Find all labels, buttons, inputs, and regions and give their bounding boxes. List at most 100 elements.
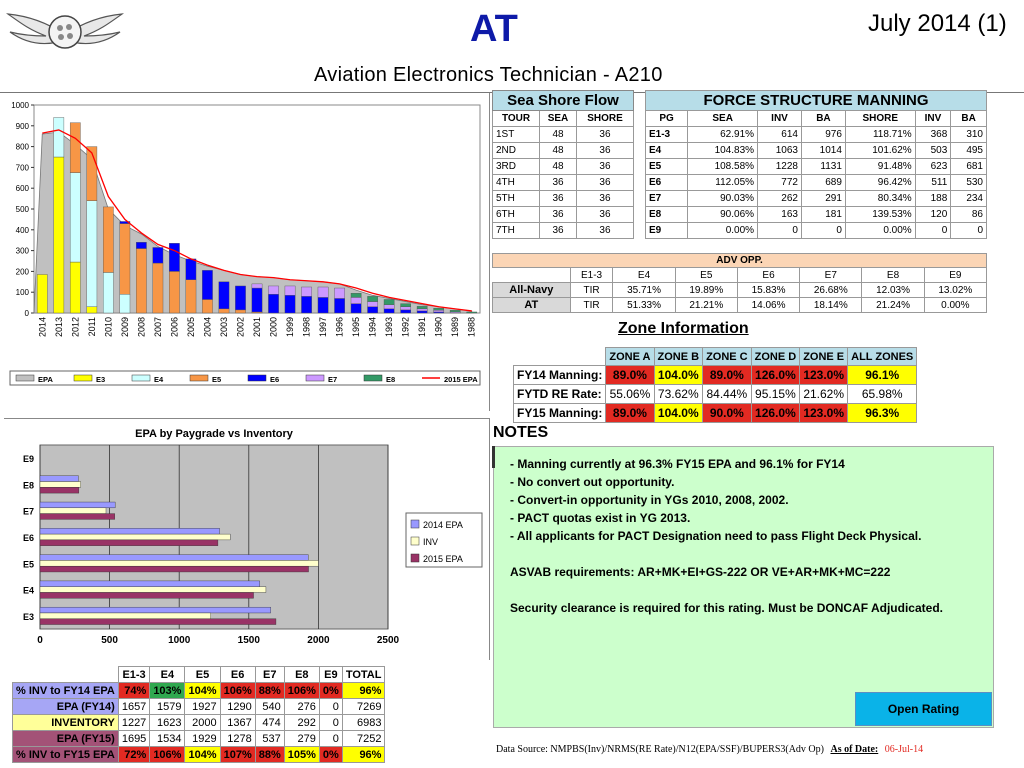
summary-cell: 279 — [283, 730, 320, 747]
force-header: BA — [800, 110, 846, 127]
force-cell: 689 — [800, 174, 846, 191]
adv-cell: 14.06% — [736, 297, 801, 313]
x-tick-label: 1992 — [401, 317, 411, 337]
bar-e7 — [400, 306, 411, 311]
zone-row-label: FY15 Manning: — [512, 403, 607, 423]
zone-row: FY15 Manning: 89.0% 104.0% 90.0% 126.0% 123.0… — [512, 403, 918, 423]
summary-cell: 0% — [318, 682, 343, 699]
force-cell: 772 — [757, 174, 802, 191]
bar-e6 — [251, 287, 263, 313]
y-tick-label: E9 — [23, 454, 34, 464]
x-tick-label: 2007 — [153, 317, 163, 337]
zone-cell: 104.0% — [653, 365, 704, 385]
x-tick-label: 2009 — [120, 317, 130, 337]
sea-shore-cell: 36 — [575, 142, 635, 159]
force-cell: 0 — [757, 222, 802, 239]
zone-row: FYTD RE Rate: 55.06% 73.62% 84.44% 95.15% 21.… — [512, 384, 918, 404]
bar-e6 — [268, 294, 279, 314]
zone-cell: 126.0% — [750, 403, 801, 423]
legend-swatch — [410, 553, 420, 563]
force-cell: 0.00% — [844, 222, 916, 239]
zone-header: ZONE B — [653, 347, 704, 366]
adv-header: E1-3 — [569, 267, 614, 283]
adv-cell: 12.03% — [861, 282, 925, 298]
sea-shore-cell: 36 — [575, 126, 635, 143]
bar-e5 — [103, 206, 114, 273]
bar-e7 — [268, 285, 279, 295]
bar-e6 — [400, 309, 411, 314]
force-cell: 0 — [914, 222, 952, 239]
bar-e5 — [169, 271, 180, 314]
summary-cell: 1927 — [184, 698, 221, 715]
force-header: SEA — [687, 110, 759, 127]
legend-swatch — [247, 374, 267, 382]
x-tick-label: 1996 — [335, 317, 345, 337]
bar-e6 — [301, 296, 312, 314]
bar-e6 — [235, 285, 246, 311]
open-rating-button[interactable]: Open Rating — [855, 692, 992, 726]
bar-e8 — [400, 303, 411, 307]
force-cell: 503 — [914, 142, 952, 159]
bar-e5 — [218, 308, 230, 314]
rating-subtitle: Aviation Electronics Technician - A210 — [314, 64, 663, 86]
bar-e4 — [86, 200, 98, 307]
legend-label: 2014 EPA — [423, 520, 463, 530]
adv-cell: 18.14% — [799, 297, 863, 313]
bar-e6 — [169, 243, 180, 272]
year-group-bar-chart: 0 100 200 300 400 500 600 700 800 900 1000 2014 2013… — [9, 101, 481, 386]
bar-e6 — [317, 297, 329, 314]
force-structure-table: FORCE STRUCTURE MANNING PG SEA INV BA SHORE I… — [644, 90, 987, 239]
force-header: BA — [950, 110, 987, 127]
report-date: July 2014 (1) — [868, 10, 1007, 37]
summary-cell: 88% — [254, 746, 285, 763]
zone-header: ZONE C — [702, 347, 752, 366]
bar-2014-epa — [39, 580, 260, 587]
adv-cell: TIR — [569, 282, 614, 298]
bar-e6 — [152, 247, 164, 264]
zone-cell: 104.0% — [653, 403, 704, 423]
force-cell: 1228 — [757, 158, 802, 175]
bar-e7 — [350, 297, 362, 304]
legend-swatch — [305, 374, 325, 382]
summary-cell: 0 — [318, 698, 343, 715]
data-source-line: Data Source: NMPBS(Inv)/NRMS(RE Rate)/N1… — [496, 744, 923, 755]
bar-e5 — [202, 299, 213, 314]
sea-shore-cell: 48 — [539, 142, 577, 159]
sea-shore-cell: 36 — [539, 190, 577, 207]
x-tick-label: 2003 — [219, 317, 229, 337]
legend-swatch — [15, 374, 35, 382]
force-row: E1-3 62.91% 614 976 118.71% 368 310 — [644, 126, 987, 143]
chart-legend: EPA E3 E4 E5 E6 E7 E8 2015 EPA — [9, 370, 481, 386]
force-cell: 108.58% — [687, 158, 759, 175]
zone-information-table: ZONE A ZONE B ZONE C ZONE D ZONE E ALL ZONES … — [512, 347, 918, 423]
bar-e7 — [301, 286, 312, 297]
force-cell: 181 — [800, 206, 846, 223]
sea-shore-header: SEA — [539, 110, 577, 127]
force-cell: 90.03% — [687, 190, 759, 207]
bar-2014-epa — [39, 528, 220, 535]
summary-cell: 1579 — [149, 698, 186, 715]
adv-cell: 35.71% — [612, 282, 676, 298]
sea-shore-row: 4TH 36 36 — [491, 174, 635, 191]
x-tick-label: 2014 — [37, 317, 47, 337]
legend-label: EPA — [38, 375, 53, 384]
sea-shore-cell: 36 — [575, 190, 635, 207]
adv-cell: 26.68% — [799, 282, 863, 298]
zone-row-label: FYTD RE Rate: — [512, 384, 607, 404]
summary-row: % INV to FY14 EPA 74% 103% 104% 106% 88% 106% 0… — [12, 682, 386, 699]
note-line: - All applicants for PACT Designation ne… — [510, 529, 922, 543]
bar-2015-epa — [39, 618, 277, 625]
force-header: PG — [644, 110, 689, 127]
force-cell: 96.42% — [844, 174, 916, 191]
zone-cell: 90.0% — [702, 403, 752, 423]
as-of-label: As of Date: — [830, 744, 879, 755]
bar-2014-epa — [39, 606, 271, 614]
zone-header: ZONE A — [605, 347, 655, 366]
force-cell: 291 — [800, 190, 846, 207]
bar-2015-epa — [39, 592, 254, 599]
force-cell: 90.06% — [687, 206, 759, 223]
force-cell: E5 — [644, 158, 689, 175]
zone-cell: 73.62% — [653, 384, 704, 404]
x-tick-label: 2000 — [307, 635, 330, 646]
bar-e5 — [86, 146, 98, 201]
